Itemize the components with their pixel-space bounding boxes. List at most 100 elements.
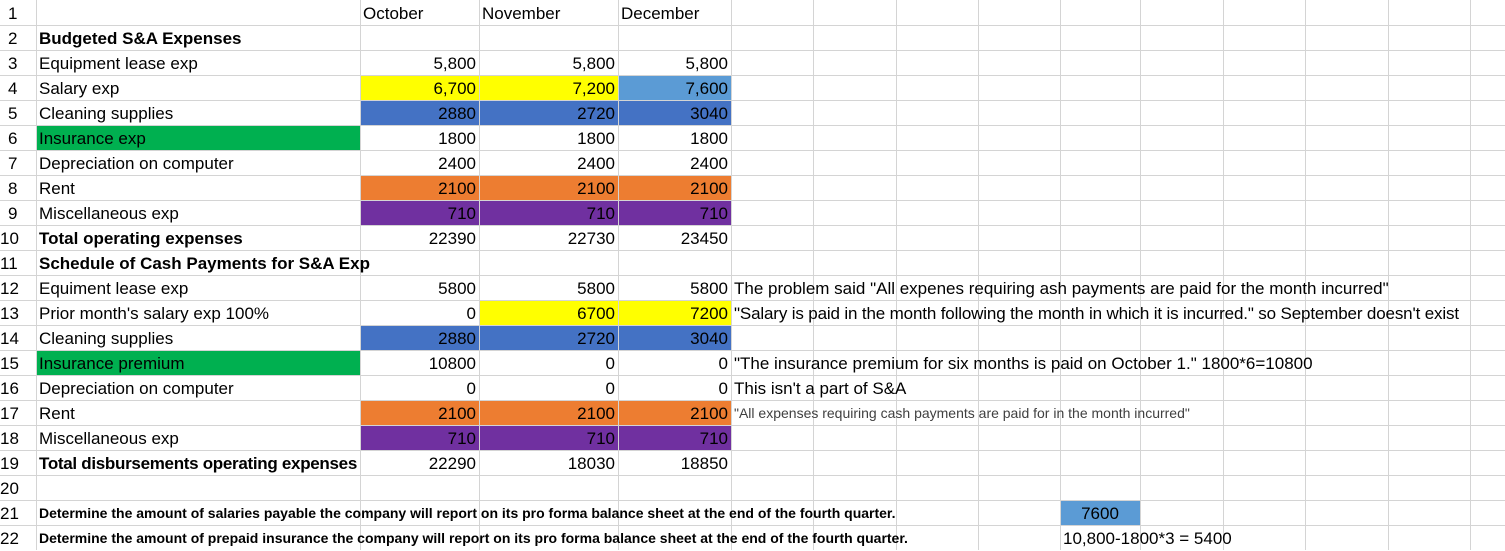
column-header-october[interactable]: October: [363, 4, 424, 23]
row-label[interactable]: Insurance exp: [39, 129, 146, 148]
value-cell[interactable]: 5800: [577, 279, 615, 298]
note-cell[interactable]: "The insurance premium for six months is…: [734, 354, 1313, 373]
value-cell[interactable]: 710: [586, 429, 615, 448]
note-cell[interactable]: The problem said "All expenes requiring …: [734, 279, 1389, 298]
value-cell[interactable]: 5,800: [433, 54, 476, 73]
value-cell[interactable]: 0: [718, 379, 728, 398]
total-value-cell[interactable]: 18850: [680, 454, 728, 473]
value-cell[interactable]: 6700: [577, 304, 615, 323]
value-cell[interactable]: 2880: [438, 104, 476, 123]
value-cell[interactable]: 2720: [577, 104, 615, 123]
row-header[interactable]: 3: [8, 54, 18, 73]
row-label[interactable]: Miscellaneous exp: [39, 204, 179, 223]
row-label[interactable]: Depreciation on computer: [39, 379, 234, 398]
value-cell[interactable]: 1800: [438, 129, 476, 148]
row-header[interactable]: 4: [8, 79, 18, 98]
value-cell[interactable]: 710: [586, 204, 615, 223]
value-cell[interactable]: 0: [605, 354, 615, 373]
row-header[interactable]: 14: [0, 329, 19, 348]
value-cell[interactable]: 2720: [577, 329, 615, 348]
row-header[interactable]: 16: [0, 379, 19, 398]
value-cell[interactable]: 0: [718, 354, 728, 373]
value-cell[interactable]: 2880: [438, 329, 476, 348]
note-cell[interactable]: This isn't a part of S&A: [734, 379, 907, 398]
value-cell[interactable]: 2100: [438, 404, 476, 423]
value-cell[interactable]: 2100: [690, 404, 728, 423]
value-cell[interactable]: 6,700: [433, 79, 476, 98]
value-cell[interactable]: 5,800: [685, 54, 728, 73]
row-header[interactable]: 5: [8, 104, 18, 123]
value-cell[interactable]: 2400: [577, 154, 615, 173]
answer-salaries-payable[interactable]: 7600: [1081, 504, 1119, 523]
row-label[interactable]: Insurance premium: [39, 354, 185, 373]
row-header[interactable]: 12: [0, 279, 19, 298]
value-cell[interactable]: 1800: [690, 129, 728, 148]
row-header[interactable]: 17: [0, 404, 19, 423]
total-label[interactable]: Total operating expenses: [39, 229, 243, 248]
value-cell[interactable]: 3040: [690, 104, 728, 123]
total-label[interactable]: Total disbursements operating expenses: [39, 454, 357, 473]
note-cell[interactable]: "All expenses requiring cash payments ar…: [734, 405, 1190, 421]
row-label[interactable]: Equipment lease exp: [39, 54, 198, 73]
value-cell[interactable]: 5,800: [572, 54, 615, 73]
value-cell[interactable]: 10800: [428, 354, 476, 373]
row-label[interactable]: Cleaning supplies: [39, 104, 174, 123]
value-cell[interactable]: 5800: [438, 279, 476, 298]
row-header[interactable]: 9: [8, 204, 18, 223]
value-cell[interactable]: 7,600: [685, 79, 728, 98]
row-label[interactable]: Cleaning supplies: [39, 329, 174, 348]
row-header[interactable]: 21: [0, 504, 19, 523]
note-cell[interactable]: "Salary is paid in the month following t…: [734, 304, 1459, 323]
row-label[interactable]: Equiment lease exp: [39, 279, 189, 298]
value-cell[interactable]: 2100: [438, 179, 476, 198]
value-cell[interactable]: 710: [447, 204, 476, 223]
row-label[interactable]: Depreciation on computer: [39, 154, 234, 173]
row-header[interactable]: 22: [0, 529, 19, 548]
row-header[interactable]: 19: [0, 454, 19, 473]
value-cell[interactable]: 2100: [690, 179, 728, 198]
question-salaries-payable[interactable]: Determine the amount of salaries payable…: [39, 505, 896, 521]
value-cell[interactable]: 0: [466, 379, 476, 398]
total-value-cell[interactable]: 18030: [567, 454, 615, 473]
answer-prepaid-insurance[interactable]: 10,800-1800*3 = 5400: [1063, 529, 1232, 548]
value-cell[interactable]: 710: [447, 429, 476, 448]
section-heading-cash-payments[interactable]: Schedule of Cash Payments for S&A Exp: [39, 254, 370, 273]
column-header-december[interactable]: December: [621, 4, 700, 23]
value-cell[interactable]: 2400: [690, 154, 728, 173]
row-header[interactable]: 18: [0, 429, 19, 448]
row-header[interactable]: 10: [0, 229, 19, 248]
row-header[interactable]: 20: [0, 479, 19, 498]
row-header[interactable]: 8: [8, 179, 18, 198]
value-cell[interactable]: 0: [605, 379, 615, 398]
value-cell[interactable]: 0: [466, 304, 476, 323]
row-header[interactable]: 2: [8, 29, 18, 48]
row-label[interactable]: Prior month's salary exp 100%: [39, 304, 270, 323]
row-header[interactable]: 13: [0, 304, 19, 323]
total-value-cell[interactable]: 22290: [428, 454, 476, 473]
row-label[interactable]: Rent: [39, 179, 75, 198]
row-header[interactable]: 6: [8, 129, 18, 148]
row-header[interactable]: 11: [0, 254, 18, 273]
value-cell[interactable]: 2100: [577, 179, 615, 198]
row-header[interactable]: 15: [0, 354, 19, 373]
value-cell[interactable]: 2100: [577, 404, 615, 423]
row-header[interactable]: 7: [8, 154, 18, 173]
value-cell[interactable]: 5800: [690, 279, 728, 298]
value-cell[interactable]: 710: [699, 204, 728, 223]
total-value-cell[interactable]: 22390: [428, 229, 476, 248]
value-cell[interactable]: 710: [699, 429, 728, 448]
value-cell[interactable]: 2400: [438, 154, 476, 173]
question-prepaid-insurance[interactable]: Determine the amount of prepaid insuranc…: [39, 530, 908, 546]
row-header[interactable]: 1: [8, 4, 18, 23]
row-label[interactable]: Rent: [39, 404, 75, 423]
value-cell[interactable]: 7,200: [572, 79, 615, 98]
total-value-cell[interactable]: 22730: [567, 229, 615, 248]
value-cell[interactable]: 3040: [690, 329, 728, 348]
column-header-november[interactable]: November: [482, 4, 561, 23]
row-label[interactable]: Miscellaneous exp: [39, 429, 179, 448]
section-heading-budgeted[interactable]: Budgeted S&A Expenses: [39, 29, 242, 48]
value-cell[interactable]: 1800: [577, 129, 615, 148]
row-label[interactable]: Salary exp: [39, 79, 120, 98]
total-value-cell[interactable]: 23450: [680, 229, 728, 248]
value-cell[interactable]: 7200: [690, 304, 728, 323]
